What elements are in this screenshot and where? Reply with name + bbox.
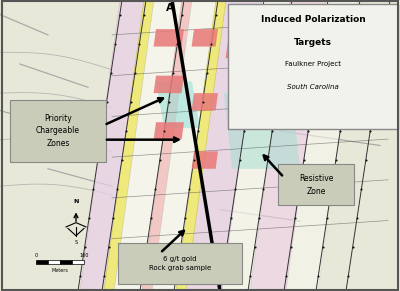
Polygon shape [192,29,218,47]
Polygon shape [156,81,200,128]
Text: Priority
Chargeable
Zones: Priority Chargeable Zones [36,114,80,148]
FancyBboxPatch shape [278,164,354,205]
Text: Targets: Targets [294,38,332,47]
Polygon shape [224,93,300,169]
Text: A': A' [216,275,228,285]
Polygon shape [112,0,184,291]
Polygon shape [154,29,184,47]
Bar [36,260,48,264]
Polygon shape [248,0,328,291]
Polygon shape [154,76,184,93]
Bar [60,260,72,264]
Text: South Carolina: South Carolina [287,84,339,91]
Polygon shape [226,41,264,58]
Polygon shape [174,0,228,291]
Polygon shape [184,0,264,291]
Text: A: A [166,3,174,13]
Bar [72,260,84,264]
Text: Resistive
Zone: Resistive Zone [299,174,333,196]
Text: Faulkner Project: Faulkner Project [285,61,341,67]
Bar [48,260,60,264]
Polygon shape [154,122,184,140]
Polygon shape [220,0,292,291]
Text: 100: 100 [79,253,89,258]
Text: 0: 0 [34,253,38,258]
FancyBboxPatch shape [10,100,106,162]
Polygon shape [150,0,218,291]
Text: S: S [74,240,78,245]
Polygon shape [284,0,360,291]
Polygon shape [192,151,218,169]
Text: Induced Polarization: Induced Polarization [261,15,365,24]
Polygon shape [102,0,156,291]
Text: 6 g/t gold
Rock grab sample: 6 g/t gold Rock grab sample [149,256,211,271]
Text: N: N [73,199,79,204]
FancyBboxPatch shape [118,243,242,284]
Text: Meters: Meters [52,268,68,273]
Polygon shape [140,0,194,291]
Polygon shape [192,93,218,111]
FancyBboxPatch shape [228,4,398,129]
Polygon shape [78,0,146,291]
